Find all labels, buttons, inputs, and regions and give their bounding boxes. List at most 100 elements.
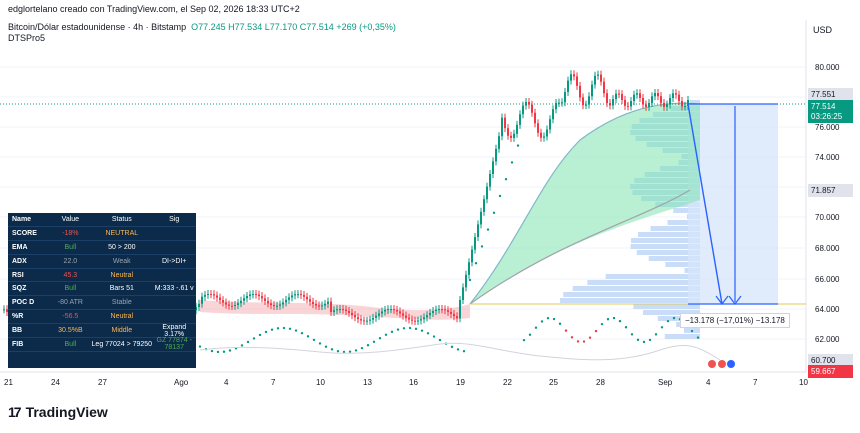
candle-body xyxy=(348,310,350,313)
candle-body xyxy=(435,309,437,312)
trend-dot xyxy=(264,330,268,334)
trend-dot xyxy=(426,332,430,335)
trend-dot xyxy=(402,327,406,330)
candle-body xyxy=(588,96,590,105)
time-tick-label: 13 xyxy=(363,378,372,387)
indicator-name[interactable]: DTSPro5 xyxy=(8,33,46,43)
price-tick-label: 70.000 xyxy=(815,213,840,222)
candle-body xyxy=(504,117,506,129)
candle-body xyxy=(492,161,494,174)
price-tick-label: 64.000 xyxy=(815,305,840,314)
volume-profile-bar xyxy=(690,100,700,105)
trend-dot xyxy=(576,340,580,343)
candle-body xyxy=(330,301,332,312)
candlestick-series xyxy=(3,70,689,325)
trend-dot xyxy=(252,337,256,340)
oscillator-line xyxy=(199,342,721,361)
time-tick-label: 16 xyxy=(409,378,418,387)
trend-dot xyxy=(396,328,400,331)
candle-body xyxy=(681,100,683,107)
candle-body xyxy=(594,75,596,85)
candle-body xyxy=(510,135,512,138)
candle-body xyxy=(600,74,602,82)
candle-body xyxy=(306,296,308,300)
candle-body xyxy=(630,101,632,107)
row-name: SQZ xyxy=(12,285,27,293)
row-status: Weak xyxy=(112,257,131,265)
trend-dot xyxy=(210,349,214,353)
candle-body xyxy=(654,93,656,97)
tradingview-logo[interactable]: 17 TradingView xyxy=(8,404,108,420)
candle-body xyxy=(669,98,671,105)
time-tick-label: 25 xyxy=(549,378,558,387)
candle-body xyxy=(561,102,563,104)
candle-body xyxy=(375,315,377,318)
candle-body xyxy=(282,302,284,305)
candle-body xyxy=(642,97,644,105)
trend-dot xyxy=(618,319,622,323)
time-tick-label: 7 xyxy=(753,378,758,387)
candle-body xyxy=(3,309,5,311)
candle-body xyxy=(408,317,410,320)
measure-box[interactable] xyxy=(688,104,778,304)
candle-body xyxy=(651,96,653,103)
volume-profile-bar xyxy=(664,334,700,339)
trend-dot xyxy=(306,335,310,338)
candle-body xyxy=(384,309,386,312)
dashboard-row: SQZ Bull Bars 51 M:333 -.61 v xyxy=(8,282,196,297)
candle-body xyxy=(195,307,197,311)
row-value: Bull xyxy=(64,340,77,348)
volume-profile-bar xyxy=(637,232,700,237)
candle-body xyxy=(276,305,278,307)
candle-body xyxy=(516,124,518,134)
candle-body xyxy=(222,300,224,303)
time-tick-label: 28 xyxy=(596,378,605,387)
candle-body xyxy=(243,298,245,301)
candle-body xyxy=(381,311,383,314)
candle-body xyxy=(612,99,614,106)
candle-body xyxy=(639,93,641,98)
row-sig: DI->DI+ xyxy=(161,257,187,265)
row-name: POC D xyxy=(12,299,35,307)
row-sig: M:333 -.61 v xyxy=(154,285,194,293)
candle-body xyxy=(288,297,290,300)
candle-body xyxy=(615,93,617,100)
candle-body xyxy=(399,311,401,314)
projection-line[interactable] xyxy=(687,103,723,305)
candle-body xyxy=(366,320,368,322)
time-tick-label: 21 xyxy=(4,378,13,387)
trend-dot xyxy=(330,348,334,351)
trend-dot xyxy=(510,161,514,164)
volume-profile-bar xyxy=(648,256,700,261)
candle-body xyxy=(360,319,362,321)
volume-profile-bar xyxy=(665,262,700,267)
candle-body xyxy=(279,304,281,306)
candle-body xyxy=(567,80,569,92)
header-sig: Sig xyxy=(169,215,180,223)
candle-body xyxy=(369,319,371,321)
row-status: Bars 51 xyxy=(109,285,134,293)
trend-dot xyxy=(198,345,202,348)
candle-body xyxy=(420,319,422,321)
candle-body xyxy=(645,104,647,107)
row-value: -56.5 xyxy=(62,313,79,321)
trend-dot xyxy=(324,345,328,348)
event-icons[interactable] xyxy=(708,360,735,368)
header-value: Value xyxy=(61,215,80,223)
candle-body xyxy=(603,81,605,94)
candle-body xyxy=(339,309,341,311)
price-tag: 60.700 xyxy=(808,354,853,367)
trend-dot xyxy=(660,326,664,329)
dashboard-row: EMA Bull 50 > 200 xyxy=(8,241,196,255)
trend-dot xyxy=(498,194,502,198)
trend-dot xyxy=(270,328,274,331)
candle-body xyxy=(213,294,215,296)
currency-label[interactable]: USD xyxy=(813,25,833,35)
candle-body xyxy=(372,317,374,320)
time-tick-label: 27 xyxy=(98,378,107,387)
candle-body xyxy=(582,97,584,106)
volume-profile-bar xyxy=(633,304,700,309)
dashboard-row: %R -56.5 Neutral xyxy=(8,310,196,325)
trend-dot xyxy=(522,338,526,342)
dashboard-row: BB 30.5%B Middle Expand 3.17% xyxy=(8,324,196,339)
